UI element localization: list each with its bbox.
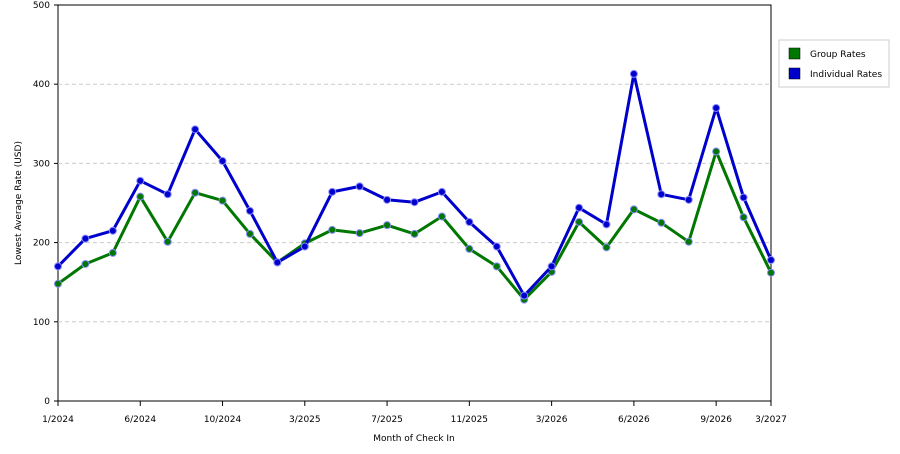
x-tick-label: 3/2027	[755, 415, 787, 425]
data-point-individual-rates	[547, 262, 556, 271]
data-point-individual-rates	[54, 262, 62, 271]
data-point-individual-rates	[739, 193, 748, 202]
x-tick-label: 6/2026	[618, 415, 650, 425]
x-tick-label: 10/2024	[204, 415, 242, 425]
data-point-group-rates	[657, 218, 666, 227]
axes: 0 100 200 300 400 500 1/2024 6/2024 10/2024 3/202…	[33, 1, 787, 425]
data-point-group-rates	[108, 248, 117, 257]
legend: Group Rates Individual Rates	[778, 39, 890, 88]
data-point-individual-rates	[81, 234, 90, 243]
data-point-group-rates	[492, 262, 501, 271]
data-point-group-rates	[245, 229, 254, 238]
data-point-group-rates	[81, 259, 90, 268]
x-tick-label: 3/2026	[536, 415, 568, 425]
data-point-individual-rates	[520, 291, 529, 300]
data-point-group-rates	[355, 229, 364, 238]
data-point-individual-rates	[712, 103, 721, 112]
data-point-individual-rates	[465, 218, 474, 227]
data-point-individual-rates	[383, 195, 392, 204]
x-tick-label: 9/2026	[700, 415, 732, 425]
data-point-individual-rates	[163, 190, 172, 199]
data-point-group-rates	[575, 218, 584, 227]
series-lines	[54, 69, 775, 304]
x-tick-label: 7/2025	[371, 415, 403, 425]
y-tick-label: 300	[33, 159, 50, 169]
legend-swatch-individual-rates	[788, 67, 801, 80]
data-point-group-rates	[767, 268, 775, 277]
data-point-individual-rates	[328, 187, 337, 196]
data-point-group-rates	[54, 279, 62, 288]
data-point-individual-rates	[245, 206, 254, 215]
data-point-individual-rates	[629, 69, 638, 78]
data-point-group-rates	[410, 229, 419, 238]
data-point-individual-rates	[602, 220, 611, 229]
data-point-group-rates	[163, 237, 172, 246]
data-point-individual-rates	[191, 125, 200, 134]
y-tick-label: 400	[33, 80, 50, 90]
data-point-group-rates	[602, 243, 611, 252]
y-tick-label: 0	[44, 397, 50, 407]
data-point-group-rates	[383, 221, 392, 230]
y-tick-label: 500	[33, 1, 50, 11]
y-tick-label: 200	[33, 239, 50, 249]
data-point-individual-rates	[136, 176, 145, 185]
y-tick-label: 100	[33, 318, 50, 328]
x-axis-title: Month of Check In	[373, 434, 455, 444]
data-point-individual-rates	[108, 226, 117, 235]
data-point-individual-rates	[355, 182, 364, 191]
data-point-individual-rates	[218, 157, 227, 166]
data-point-individual-rates	[684, 195, 693, 204]
data-point-group-rates	[712, 147, 721, 156]
data-point-group-rates	[684, 237, 693, 246]
x-tick-label: 1/2024	[42, 415, 74, 425]
y-axis-title: Lowest Average Rate (USD)	[14, 141, 24, 265]
data-point-individual-rates	[575, 203, 584, 212]
data-point-group-rates	[136, 192, 145, 201]
data-point-group-rates	[328, 225, 337, 234]
legend-label-group-rates: Group Rates	[810, 50, 866, 60]
data-point-individual-rates	[767, 256, 775, 265]
x-tick-label: 3/2025	[289, 415, 321, 425]
data-point-individual-rates	[410, 198, 419, 207]
data-point-group-rates	[218, 196, 227, 205]
legend-swatch-group-rates	[788, 47, 801, 60]
data-point-individual-rates	[300, 242, 309, 251]
data-point-group-rates	[191, 188, 200, 197]
data-point-group-rates	[437, 212, 446, 221]
data-point-group-rates	[629, 205, 638, 214]
x-tick-label: 11/2025	[451, 415, 488, 425]
x-tick-label: 6/2024	[124, 415, 156, 425]
data-point-group-rates	[739, 213, 748, 222]
data-point-individual-rates	[273, 258, 282, 267]
legend-label-individual-rates: Individual Rates	[810, 70, 882, 80]
data-point-individual-rates	[492, 242, 501, 251]
data-point-group-rates	[465, 244, 474, 253]
data-point-individual-rates	[657, 190, 666, 199]
data-point-individual-rates	[437, 187, 446, 196]
